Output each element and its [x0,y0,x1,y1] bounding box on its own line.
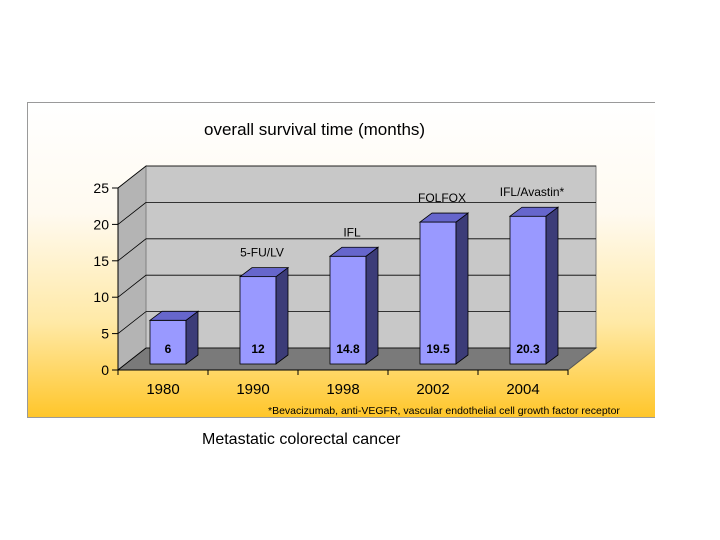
bar-side [365,246,379,365]
bar-annotation: IFL/Avastin* [500,185,565,199]
bar-annotation: IFL [343,225,361,239]
x-tick-label: 1998 [326,381,359,398]
bars: 6 12 5-FU/LV 14.8 IFL 19.5 FOLFOX 20.3 IFL/Avast… [148,185,565,365]
y-axis-ticks: 0 5 10 15 20 25 [93,180,568,378]
bar-top [418,212,470,223]
bar-value-label: 19.5 [426,342,450,356]
bar-top [508,206,560,217]
bar-value-label: 20.3 [516,342,540,356]
x-tick-label: 1990 [236,381,269,398]
y-tick-label: 0 [101,362,109,378]
x-tick-label: 2004 [506,381,539,398]
y-tick-label: 10 [93,289,109,305]
bar-front [509,215,547,365]
bar-value-label: 12 [251,342,265,356]
gridline [117,165,596,189]
bar-side [455,212,469,365]
x-tick-label: 1980 [146,381,179,398]
bar-1990: 12 5-FU/LV [238,246,290,365]
y-tick-label: 20 [93,216,109,232]
bar-top [328,246,380,257]
side-wall [117,164,147,372]
bar-top [148,310,200,321]
chart-footnote: *Bevacizumab, anti-VEGFR, vascular endot… [268,405,620,417]
y-tick-label: 25 [93,180,109,196]
bar-side [545,206,559,365]
bar-1998: 14.8 IFL [328,225,380,365]
y-tick-label: 15 [93,253,109,269]
x-axis-ticks: 1980 1990 1998 2002 2004 [117,370,569,398]
x-tick-label: 2002 [416,381,449,398]
chart-title: overall survival time (months) [204,120,425,139]
bar-value-label: 6 [165,342,172,356]
bar-2004: 20.3 IFL/Avastin* [500,185,565,365]
bar-value-label: 14.8 [336,342,360,356]
bar-annotation: 5-FU/LV [240,246,284,260]
gridline [117,201,596,225]
bar-front [149,319,187,365]
bar-2002: 19.5 FOLFOX [418,191,470,365]
y-tick-label: 5 [101,326,109,342]
bar-1980: 6 [148,310,200,365]
bar-top [238,267,290,278]
slide-caption: Metastatic colorectal cancer [202,431,401,448]
bar-side [275,266,289,365]
bar-front [419,221,457,365]
bar-annotation: FOLFOX [418,191,466,205]
